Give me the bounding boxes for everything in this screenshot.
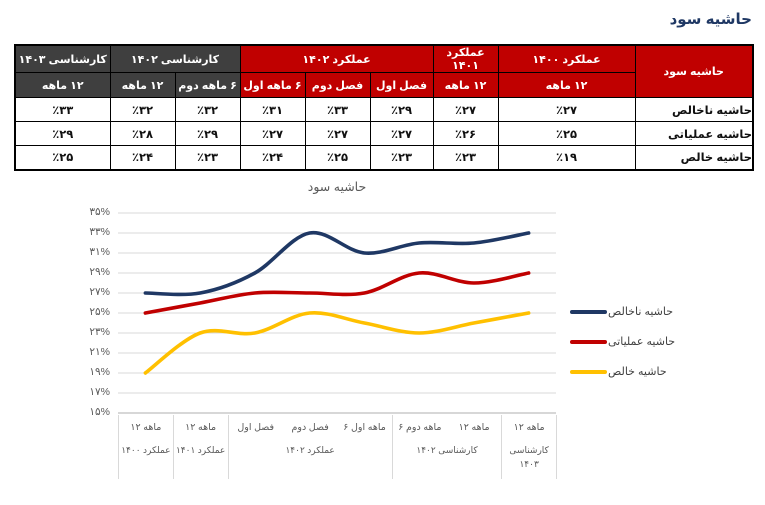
value-cell: ٪۲۷ (432, 97, 499, 122)
value-cell: ٪۲۵ (304, 145, 371, 170)
y-axis-tick-label: ۱۹% (89, 366, 110, 378)
series-line-2 (143, 311, 531, 375)
column-group-header: کارشناسی ۱۴۰۳ (14, 44, 111, 73)
legend-label: حاشیه خالص (608, 366, 667, 378)
column-group-header: عملکرد ۱۴۰۱ (432, 44, 499, 73)
x-axis-period-label: ۱۲ ماهه (185, 422, 217, 433)
y-axis-tick-label: ۱۵% (89, 406, 110, 418)
y-axis-tick-label: ۲۹% (89, 266, 110, 278)
series-line-0 (143, 230, 531, 297)
x-axis-group-label: عملکرد ۱۴۰۰ (121, 445, 171, 455)
x-axis-periods: ۶ ماهه دوم ۱۲ ماهه (393, 415, 502, 439)
x-axis-group-label: عملکرد ۱۴۰۱ (175, 445, 226, 455)
x-axis-periods: فصل اول فصل دوم ۶ ماهه اول (229, 415, 392, 439)
x-axis-periods: ۱۲ ماهه (119, 415, 173, 439)
row-label-cell: حاشیه عملیاتی (634, 121, 754, 146)
legend-line-swatch (570, 369, 607, 374)
table-row: حاشیه ناخالص ٪۲۷ ٪۲۷ ٪۲۹ ٪۳۳ ٪۳۱ ٪۳۲ ٪۳۲ ٪۳۳ (14, 97, 754, 122)
page-title: حاشیه سود (669, 11, 752, 28)
table-row: حاشیه عملیاتی ٪۲۵ ٪۲۶ ٪۲۷ ٪۲۷ ٪۲۷ ٪۲۹ ٪۲۸ ٪۲۹ (14, 121, 754, 146)
row-label-cell: حاشیه خالص (634, 145, 754, 170)
column-subheader: ۱۲ ماهه (432, 72, 499, 98)
y-axis-tick-label: ۲۵% (89, 306, 110, 318)
value-cell: ٪۲۳ (369, 145, 434, 170)
column-subheader: ۱۲ ماهه (497, 72, 636, 98)
value-cell: ٪۳۳ (304, 97, 371, 122)
chart-legend: حاشیه ناخالص حاشیه عملیاتی حاشیه خالص (570, 303, 675, 380)
x-axis-group-label: کارشناسی ۱۴۰۳ (509, 445, 549, 470)
x-axis-periods: ۱۲ ماهه (502, 415, 556, 439)
chart-title: حاشیه سود (307, 180, 367, 194)
y-axis-tick-label: ۳۵% (89, 206, 110, 218)
column-subheader: ۱۲ ماهه (14, 72, 111, 98)
x-axis-period-label: ۱۲ ماهه (130, 422, 162, 433)
value-cell: ٪۳۲ (174, 97, 241, 122)
y-axis-tick-label: ۱۷% (89, 386, 110, 398)
legend-item: حاشیه ناخالص (570, 303, 675, 320)
y-axis-tick-label: ۲۱% (89, 346, 110, 358)
x-axis: ۱۲ ماهه عملکرد ۱۴۰۰ ۱۲ ماهه عملکرد ۱۴۰۱ فصل … (118, 415, 557, 479)
value-cell: ٪۲۴ (109, 145, 176, 170)
series-line-1 (143, 271, 531, 315)
x-axis-group: ۱۲ ماهه کارشناسی ۱۴۰۳ (502, 415, 557, 479)
legend-line-swatch (570, 339, 607, 344)
value-cell: ٪۲۹ (369, 97, 434, 122)
value-cell: ٪۳۳ (14, 97, 111, 122)
value-cell: ٪۲۵ (14, 145, 111, 170)
value-cell: ٪۱۹ (497, 145, 636, 170)
x-axis-period-label: فصل دوم (291, 422, 329, 433)
column-subheader: ۱۲ ماهه (109, 72, 176, 98)
x-axis-group-label: کارشناسی ۱۴۰۲ (416, 445, 478, 455)
table-corner-header: حاشیه سود (634, 44, 754, 98)
y-axis-tick-label: ۳۳% (89, 226, 110, 238)
column-subheader: فصل اول (369, 72, 434, 98)
value-cell: ٪۲۴ (239, 145, 306, 170)
row-label-cell: حاشیه ناخالص (634, 97, 754, 122)
x-axis-group-label: عملکرد ۱۴۰۲ (285, 445, 335, 455)
y-axis-tick-label: ۲۳% (89, 326, 110, 338)
value-cell: ٪۲۷ (497, 97, 636, 122)
legend-line-swatch (570, 309, 607, 314)
x-axis-period-label: ۱۲ ماهه (513, 422, 545, 433)
column-subheader: ۶ ماهه اول (239, 72, 306, 98)
x-axis-period-label: ۶ ماهه اول (343, 422, 386, 433)
x-axis-group: ۱۲ ماهه عملکرد ۱۴۰۰ (119, 415, 174, 479)
value-cell: ٪۳۲ (109, 97, 176, 122)
x-axis-group: ۶ ماهه دوم ۱۲ ماهه کارشناسی ۱۴۰۲ (393, 415, 503, 479)
value-cell: ٪۲۳ (432, 145, 499, 170)
x-axis-group: ۱۲ ماهه عملکرد ۱۴۰۱ (174, 415, 229, 479)
x-axis-period-label: فصل اول (237, 422, 275, 433)
value-cell: ٪۲۹ (174, 121, 241, 146)
value-cell: ٪۲۹ (14, 121, 111, 146)
y-axis-tick-label: ۲۷% (89, 286, 110, 298)
chart-canvas (118, 212, 556, 414)
value-cell: ٪۲۳ (174, 145, 241, 170)
value-cell: ٪۲۷ (304, 121, 371, 146)
legend-label: حاشیه ناخالص (608, 306, 674, 318)
x-axis-periods: ۱۲ ماهه (174, 415, 228, 439)
profit-margin-chart: حاشیه سود ۳۵% ۳۳% ۳۱% ۲۹% ۲۷% ۲۵% ۲۳% ۲۱% ۱۹% ۱۷%… (0, 175, 765, 505)
table-row: حاشیه خالص ٪۱۹ ٪۲۳ ٪۲۳ ٪۲۵ ٪۲۴ ٪۲۳ ٪۲۴ ٪۲۵ (14, 145, 754, 170)
value-cell: ٪۲۵ (497, 121, 636, 146)
profit-margin-table: حاشیه سود عملکرد ۱۴۰۰ عملکرد ۱۴۰۱ عملکرد ۱۴… (14, 44, 755, 171)
x-axis-period-label: ۶ ماهه دوم (398, 422, 442, 433)
legend-label: حاشیه عملیاتی (608, 336, 676, 348)
x-axis-period-label: ۱۲ ماهه (458, 422, 490, 433)
value-cell: ٪۲۶ (432, 121, 499, 146)
value-cell: ٪۲۸ (109, 121, 176, 146)
column-subheader: ۶ ماهه دوم (174, 72, 241, 98)
value-cell: ٪۲۷ (369, 121, 434, 146)
value-cell: ٪۲۷ (239, 121, 306, 146)
column-group-header: کارشناسی ۱۴۰۲ (109, 44, 241, 73)
column-subheader: فصل دوم (304, 72, 371, 98)
legend-item: حاشیه عملیاتی (570, 333, 675, 350)
column-group-header: عملکرد ۱۴۰۲ (239, 44, 434, 73)
legend-item: حاشیه خالص (570, 363, 675, 380)
column-group-header: عملکرد ۱۴۰۰ (497, 44, 636, 73)
y-axis-tick-label: ۳۱% (89, 246, 110, 258)
x-axis-group: فصل اول فصل دوم ۶ ماهه اول عملکرد ۱۴۰۲ (229, 415, 393, 479)
value-cell: ٪۳۱ (239, 97, 306, 122)
